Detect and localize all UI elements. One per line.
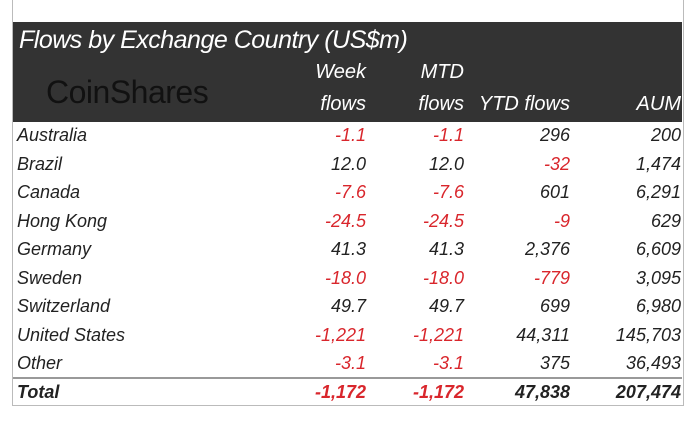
value-cell: -1.1 (432, 125, 464, 145)
country-label: United States (17, 324, 126, 345)
value-cell: 1,474 (635, 153, 681, 174)
value-cell: -24.5 (422, 210, 464, 231)
value-cell: -1,172 (314, 382, 366, 402)
column-header-1-line1: Week (315, 61, 366, 83)
country-label: Switzerland (17, 296, 111, 316)
value-cell: 2,376 (524, 239, 570, 259)
country-label: Sweden (17, 267, 83, 288)
value-cell: -9 (553, 210, 570, 231)
value-cell: -3.1 (334, 353, 366, 373)
coinshares-logo: CoinShares (46, 74, 209, 110)
total-row: Total -1,172 -1,172 47,838 207,474 (13, 377, 682, 407)
value-cell: 36,493 (625, 353, 681, 373)
value-cell: -1,221 (314, 324, 366, 345)
value-cell: 601 (539, 182, 570, 202)
value-cell: -18.0 (324, 267, 366, 288)
value-cell: -7.6 (432, 182, 464, 202)
value-cell: 629 (650, 210, 681, 231)
value-cell: 49.7 (428, 296, 464, 316)
value-cell: 207,474 (615, 382, 681, 402)
country-label: Other (17, 353, 63, 373)
value-cell: 12.0 (428, 153, 464, 174)
table-row: Canada -7.6 -7.6 601 6,291 (13, 179, 682, 207)
country-label: Brazil (17, 153, 63, 174)
table-row: Sweden -18.0 -18.0 -779 3,095 (13, 265, 682, 293)
value-cell: 6,609 (635, 239, 681, 259)
table-row: Hong Kong -24.5 -24.5 -9 629 (13, 208, 682, 236)
column-header-3-line2: YTD flows (478, 93, 570, 115)
table-row: Switzerland 49.7 49.7 699 6,980 (13, 293, 682, 321)
table-row: United States -1,221 -1,221 44,311 145,703 (13, 322, 682, 350)
value-cell: 47,838 (514, 382, 570, 402)
country-label: Germany (17, 239, 92, 259)
column-header-2-line2: flows (418, 93, 464, 115)
value-cell: 41.3 (428, 239, 464, 259)
table-header: Flows by Exchange Country (US$m) CoinSha… (13, 22, 682, 122)
value-cell: -1,221 (412, 324, 464, 345)
table-row: Australia -1.1 -1.1 296 200 (13, 122, 682, 150)
value-cell: 12.0 (330, 153, 366, 174)
column-header-1-line2: flows (320, 93, 366, 115)
table-row: Brazil 12.0 12.0 -32 1,474 (13, 151, 682, 179)
value-cell: -779 (533, 267, 570, 288)
value-cell: -3.1 (432, 353, 464, 373)
value-cell: 44,311 (516, 324, 570, 345)
value-cell: 145,703 (615, 324, 681, 345)
column-header-2-line1: MTD (420, 61, 464, 83)
value-cell: -18.0 (422, 267, 464, 288)
value-cell: 6,291 (635, 182, 681, 202)
value-cell: 3,095 (635, 267, 681, 288)
value-cell: 49.7 (330, 296, 366, 316)
value-cell: -24.5 (324, 210, 366, 231)
column-header-4-line2: AUM (636, 93, 681, 115)
value-cell: 296 (539, 125, 570, 145)
table-row: Germany 41.3 41.3 2,376 6,609 (13, 236, 682, 264)
country-label: Total (17, 382, 60, 402)
value-cell: 6,980 (635, 296, 681, 316)
value-cell: -32 (543, 153, 570, 174)
country-label: Australia (17, 125, 88, 145)
value-cell: -1.1 (334, 125, 366, 145)
table-title: Flows by Exchange Country (US$m) (19, 26, 408, 54)
value-cell: -7.6 (334, 182, 366, 202)
value-cell: 200 (650, 125, 681, 145)
value-cell: 699 (539, 296, 570, 316)
table-row: Other -3.1 -3.1 375 36,493 (13, 350, 682, 378)
value-cell: -1,172 (412, 382, 464, 402)
value-cell: 41.3 (330, 239, 366, 259)
country-label: Hong Kong (17, 210, 108, 231)
table-frame (12, 0, 684, 406)
value-cell: 375 (539, 353, 570, 373)
country-label: Canada (17, 182, 81, 202)
